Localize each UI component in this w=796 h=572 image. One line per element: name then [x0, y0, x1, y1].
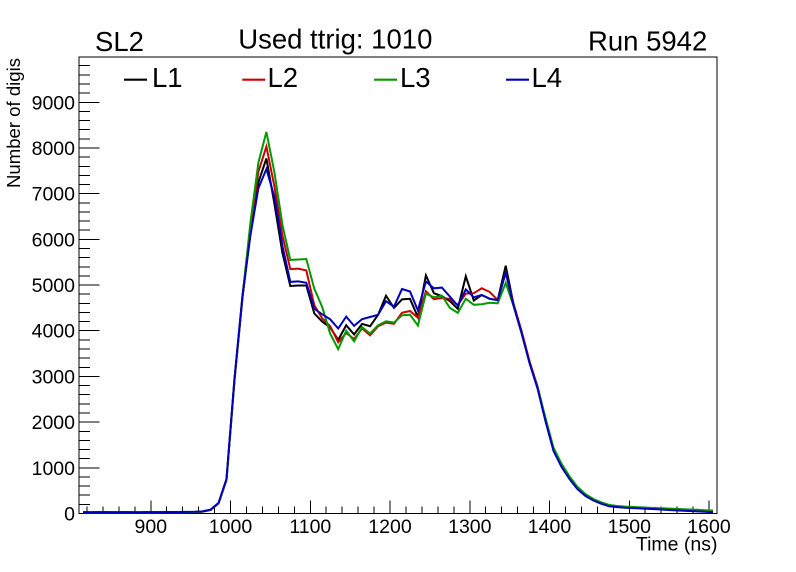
svg-text:L3: L3 — [400, 62, 431, 93]
svg-text:1600: 1600 — [687, 516, 731, 538]
svg-text:1000: 1000 — [209, 516, 253, 538]
svg-text:1100: 1100 — [289, 516, 331, 538]
svg-text:6000: 6000 — [32, 229, 76, 251]
svg-text:8000: 8000 — [32, 138, 76, 160]
svg-text:L2: L2 — [268, 62, 299, 93]
svg-text:L1: L1 — [152, 62, 183, 93]
svg-text:L4: L4 — [532, 62, 563, 93]
svg-text:1300: 1300 — [448, 516, 492, 538]
svg-text:SL2: SL2 — [95, 26, 144, 57]
svg-text:Time (ns): Time (ns) — [636, 534, 718, 556]
svg-text:5000: 5000 — [32, 275, 76, 297]
svg-text:Used ttrig: 1010: Used ttrig: 1010 — [238, 24, 432, 55]
svg-text:1500: 1500 — [608, 516, 652, 538]
svg-text:Number of digis: Number of digis — [3, 58, 24, 188]
svg-text:0: 0 — [64, 504, 75, 526]
svg-text:2000: 2000 — [32, 412, 76, 434]
svg-text:1200: 1200 — [368, 516, 412, 538]
svg-text:3000: 3000 — [32, 366, 76, 388]
svg-text:4000: 4000 — [32, 321, 76, 343]
svg-text:900: 900 — [135, 516, 168, 538]
svg-text:1000: 1000 — [32, 458, 76, 480]
svg-text:7000: 7000 — [32, 184, 76, 206]
svg-text:Run 5942: Run 5942 — [588, 26, 707, 57]
svg-text:1400: 1400 — [528, 516, 572, 538]
svg-text:9000: 9000 — [32, 92, 76, 114]
